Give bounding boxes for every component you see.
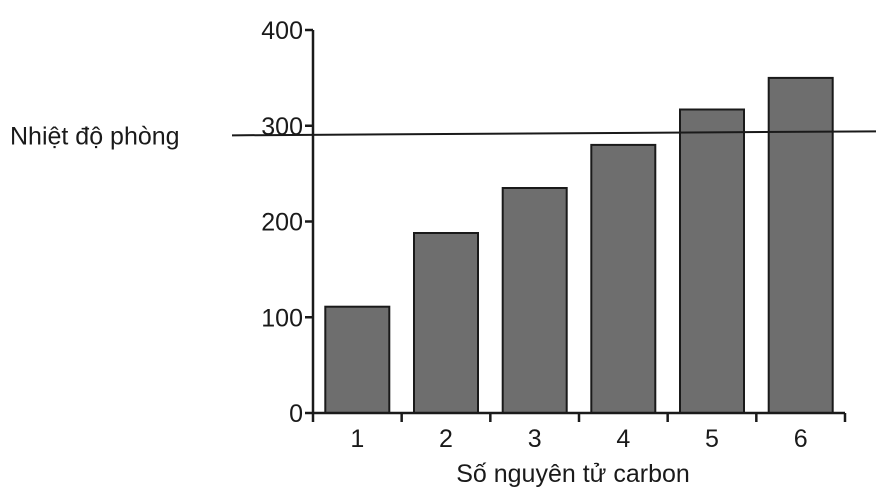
bar-3 xyxy=(501,187,568,414)
y-tick-label-100: 100 xyxy=(261,304,303,332)
bar-5 xyxy=(679,108,745,414)
y-axis: 0 100 200 300 400 xyxy=(261,17,315,428)
bars-group xyxy=(324,76,834,415)
bar-4 xyxy=(590,143,657,414)
x-tick-label-1: 1 xyxy=(350,425,364,453)
x-tick-label-4: 4 xyxy=(616,425,630,453)
x-tick-label-2: 2 xyxy=(439,425,453,453)
reference-line-group: Nhiệt độ phòng xyxy=(10,122,877,150)
x-axis-label: Số nguyên tử carbon xyxy=(456,460,690,488)
y-tick-label-0: 0 xyxy=(289,400,303,428)
x-tick-label-6: 6 xyxy=(794,425,808,453)
y-tick-label-300: 300 xyxy=(261,113,303,141)
bar-1 xyxy=(324,305,391,415)
bar-6 xyxy=(767,76,834,415)
reference-line-label: Nhiệt độ phòng xyxy=(10,122,180,150)
y-tick-label-200: 200 xyxy=(261,209,303,237)
x-tick-label-5: 5 xyxy=(705,425,719,453)
x-tick-label-3: 3 xyxy=(528,425,542,453)
y-tick-label-400: 400 xyxy=(261,17,303,45)
x-axis: 1 2 3 4 5 6 xyxy=(311,411,847,453)
bar-2 xyxy=(413,232,479,414)
reference-line xyxy=(231,130,877,137)
